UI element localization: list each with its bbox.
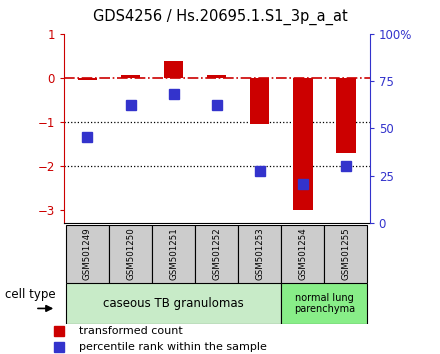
Bar (336, 78, 356, 153)
Text: GSM501249: GSM501249 (83, 228, 92, 280)
Bar (66, 283, 281, 324)
Text: GSM501250: GSM501250 (126, 228, 135, 280)
Bar (207, 75, 227, 78)
Bar (152, 225, 195, 283)
Bar (195, 225, 238, 283)
Text: GSM501255: GSM501255 (341, 228, 350, 280)
Bar (293, 78, 312, 210)
Text: GSM501252: GSM501252 (212, 228, 221, 280)
Bar (66, 225, 109, 283)
Bar (281, 283, 367, 324)
Text: percentile rank within the sample: percentile rank within the sample (79, 342, 267, 352)
Text: GSM501254: GSM501254 (298, 228, 308, 280)
Bar (238, 225, 281, 283)
Bar (324, 225, 367, 283)
Text: cell type: cell type (5, 288, 56, 301)
Text: caseous TB granulomas: caseous TB granulomas (103, 297, 244, 310)
Bar (78, 78, 97, 80)
Bar (121, 75, 140, 78)
Text: GSM501251: GSM501251 (169, 228, 178, 280)
Text: GSM501253: GSM501253 (255, 228, 264, 280)
Bar (164, 61, 183, 78)
Text: transformed count: transformed count (79, 326, 183, 336)
Bar (109, 225, 152, 283)
Text: GDS4256 / Hs.20695.1.S1_3p_a_at: GDS4256 / Hs.20695.1.S1_3p_a_at (93, 9, 347, 25)
Text: normal lung
parenchyma: normal lung parenchyma (294, 293, 355, 314)
Bar (250, 78, 269, 124)
Bar (281, 225, 324, 283)
